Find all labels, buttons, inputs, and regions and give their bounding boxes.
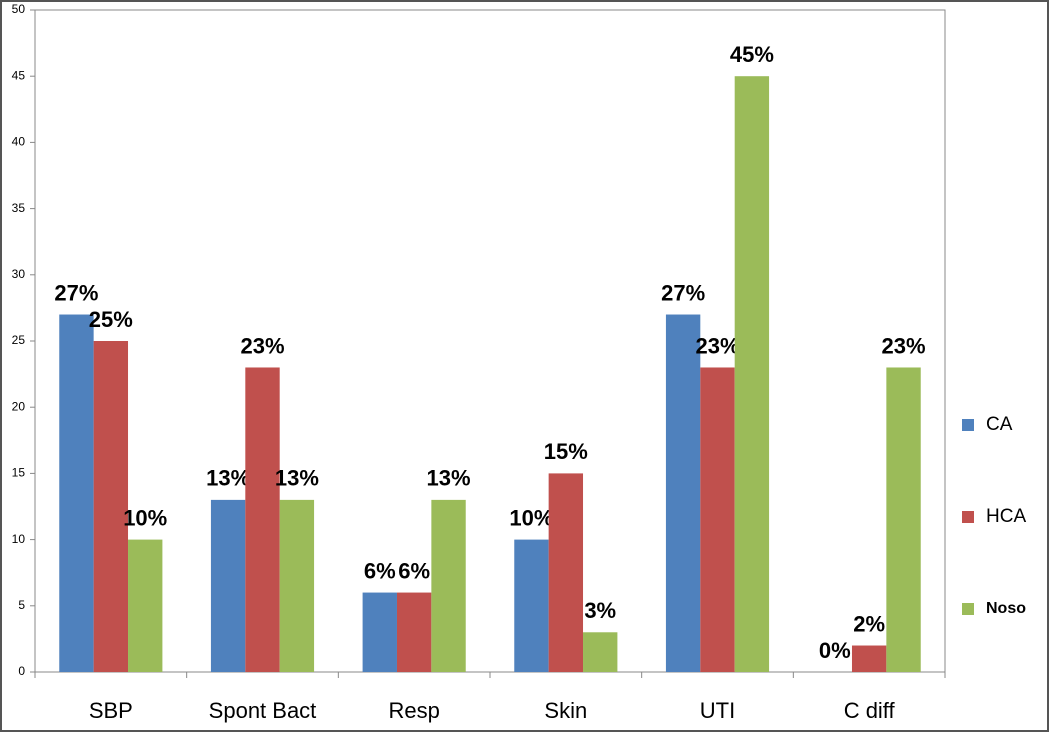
x-tick-label: Skin — [544, 698, 587, 723]
value-label: 6% — [398, 558, 430, 583]
value-label: 2% — [853, 611, 885, 636]
y-tick-label: 35 — [12, 201, 26, 215]
value-label: 10% — [123, 505, 167, 530]
bar — [93, 341, 129, 672]
legend-swatch — [962, 603, 974, 615]
bar — [396, 592, 432, 672]
bar — [886, 367, 921, 672]
x-tick-label: UTI — [700, 698, 735, 723]
x-tick-label: SBP — [89, 698, 133, 723]
y-tick-label: 5 — [18, 598, 25, 612]
bar — [59, 314, 94, 672]
bar — [431, 499, 466, 672]
value-label: 13% — [427, 466, 471, 491]
value-label: 3% — [584, 598, 616, 623]
bar — [245, 367, 280, 672]
y-tick-label: 10 — [12, 532, 26, 546]
plot-area — [34, 9, 946, 673]
x-tick-label: Spont Bact — [209, 698, 317, 723]
x-tick-label: Resp — [388, 698, 439, 723]
legend-swatch — [962, 419, 974, 431]
value-label: 23% — [240, 333, 284, 358]
value-label: 27% — [661, 280, 705, 305]
bar — [583, 632, 618, 672]
y-tick-label: 20 — [12, 399, 26, 413]
y-tick-label: 15 — [12, 466, 26, 480]
value-label: 0% — [819, 638, 851, 663]
value-label: 25% — [89, 307, 133, 332]
y-tick-label: 30 — [12, 267, 26, 281]
legend-label: HCA — [986, 506, 1026, 527]
value-label: 23% — [882, 333, 926, 358]
bar — [362, 592, 397, 672]
legend-swatch — [962, 511, 974, 523]
y-tick-label: 0 — [18, 664, 25, 678]
value-label: 13% — [275, 466, 319, 491]
x-tick-label: C diff — [844, 698, 896, 723]
value-label: 15% — [544, 439, 588, 464]
bar — [514, 539, 549, 672]
bar — [700, 367, 735, 672]
bar — [734, 76, 770, 672]
bar — [851, 645, 887, 672]
value-label: 6% — [364, 558, 396, 583]
y-tick-label: 40 — [12, 135, 26, 149]
bar — [665, 314, 701, 672]
bar — [548, 473, 584, 672]
value-label: 13% — [206, 466, 250, 491]
bar — [210, 499, 246, 672]
legend-label: CA — [986, 414, 1013, 435]
y-tick-label: 25 — [12, 333, 26, 347]
y-tick-label: 45 — [12, 68, 26, 82]
value-label: 10% — [509, 505, 553, 530]
y-tick-label: 50 — [12, 2, 26, 16]
bar — [128, 539, 163, 672]
value-label: 23% — [695, 333, 739, 358]
legend-label: Noso — [986, 600, 1026, 617]
value-label: 45% — [730, 42, 774, 67]
value-label: 27% — [54, 280, 98, 305]
bar — [279, 499, 315, 672]
